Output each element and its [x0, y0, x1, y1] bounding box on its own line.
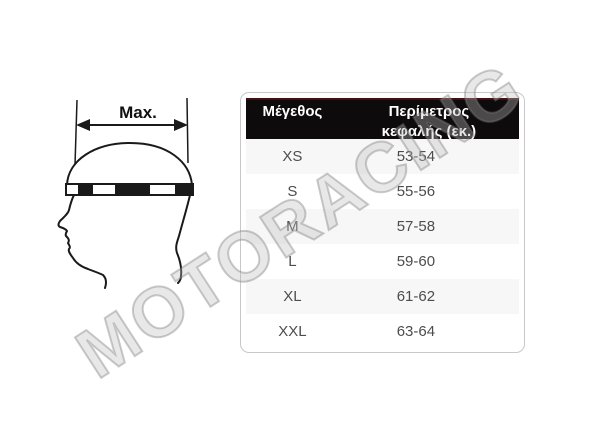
back-of-head-line	[175, 194, 191, 284]
reference-lines	[74, 97, 189, 166]
head-outline-dome	[66, 141, 193, 186]
header-circumference-column: Περίμετρος κεφαλής (εκ.)	[339, 100, 519, 140]
circumference-cell: 55-56	[396, 183, 436, 200]
head-measurement-diagram: Max.	[57, 97, 194, 289]
circumference-cell: 63-64	[396, 323, 436, 340]
size-cell: M	[286, 218, 299, 235]
header-size-column: Μέγεθος	[262, 103, 323, 120]
width-arrow	[76, 119, 188, 131]
size-cell: XXL	[278, 323, 307, 340]
table-row-m: M 57-58	[246, 209, 519, 244]
max-label: Max.	[119, 103, 157, 122]
size-cell: S	[287, 183, 298, 200]
table-row-xxl: XXL 63-64	[246, 314, 519, 349]
size-cell: L	[288, 253, 297, 270]
header-circumference-line1: Περίμετρος	[388, 103, 470, 120]
circumference-cell: 57-58	[396, 218, 436, 235]
circumference-cell: 61-62	[396, 288, 436, 305]
size-table: Μέγεθος Περίμετρος κεφαλής (εκ.) XS 53-5…	[240, 92, 525, 353]
size-cell: XL	[283, 288, 302, 305]
face-profile-line	[57, 194, 108, 289]
size-cell: XS	[282, 148, 303, 165]
circumference-cell: 53-54	[396, 148, 436, 165]
table-row-xl: XL 61-62	[246, 279, 519, 314]
table-row-xs: XS 53-54	[246, 139, 519, 174]
table-row-l: L 59-60	[246, 244, 519, 279]
measuring-band	[65, 183, 194, 196]
header-circumference-line2: κεφαλής (εκ.)	[381, 123, 477, 140]
circumference-cell: 59-60	[396, 253, 436, 270]
table-row-s: S 55-56	[246, 174, 519, 209]
size-table-header: Μέγεθος Περίμετρος κεφαλής (εκ.)	[246, 98, 519, 140]
